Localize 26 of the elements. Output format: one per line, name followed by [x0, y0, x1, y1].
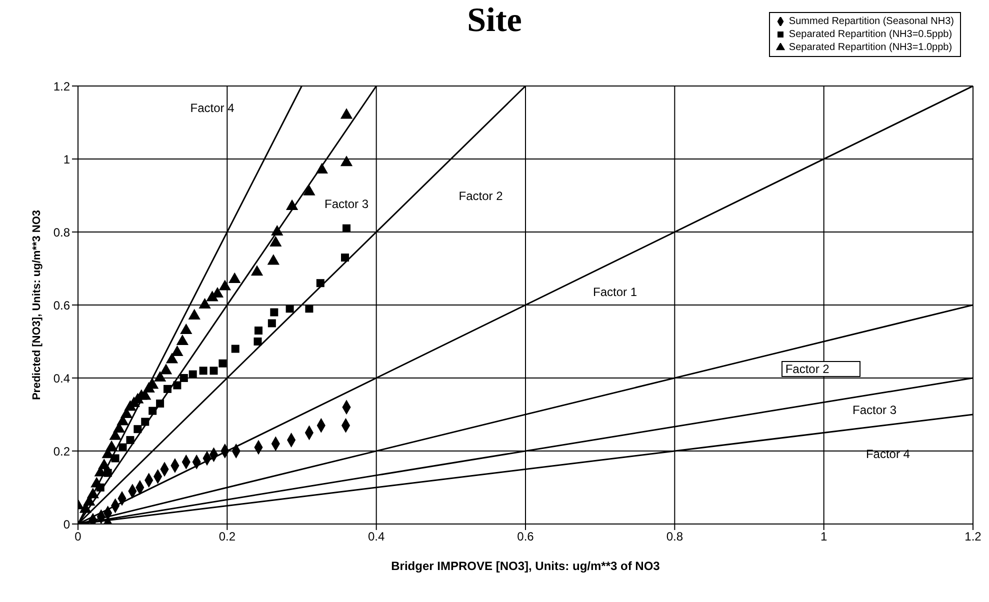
y-tick-label: 1 — [63, 152, 70, 166]
annotation: Factor 3 — [852, 403, 897, 418]
annotation: Factor 1 — [592, 284, 638, 299]
x-tick-label: 1 — [820, 530, 828, 544]
x-tick-label: 0.2 — [218, 530, 236, 544]
legend-label: Separated Repartition (NH3=1.0ppb) — [788, 41, 952, 54]
x-tick-label: 0.4 — [368, 530, 385, 544]
chart-title: Site — [467, 2, 522, 39]
y-tick-label: 0 — [63, 517, 70, 532]
y-tick-label: 0.4 — [53, 371, 70, 386]
legend-label: Summed Repartition (Seasonal NH3) — [788, 15, 954, 28]
y-tick-label: 0.8 — [53, 225, 70, 240]
x-tick-label: 0.6 — [517, 530, 534, 544]
y-tick-label: 0.2 — [53, 444, 70, 458]
x-axis-title: Bridger IMPROVE [NO3], Units: ug/m**3 of NO3 — [391, 559, 660, 573]
annotation: Factor 2 — [781, 360, 860, 376]
legend-label: Separated Repartition (NH3=0.5ppb) — [788, 28, 952, 41]
y-tick-label: 1.2 — [53, 79, 70, 94]
x-tick-label: 1.2 — [964, 530, 982, 544]
x-tick-label: 0 — [74, 530, 82, 544]
annotation: Factor 3 — [324, 197, 369, 212]
y-tick-label: 0.6 — [53, 298, 70, 312]
x-tick-label: 0.8 — [666, 530, 684, 544]
y-axis-title: Predicted [NO3], Units: ug/m**3 NO3 — [30, 210, 43, 400]
annotation: Factor 4 — [190, 100, 234, 115]
annotation: Factor 2 — [458, 188, 503, 202]
